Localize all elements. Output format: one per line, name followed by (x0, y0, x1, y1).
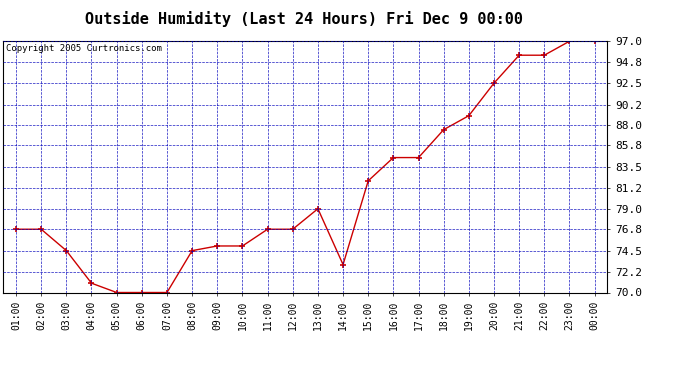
Text: Outside Humidity (Last 24 Hours) Fri Dec 9 00:00: Outside Humidity (Last 24 Hours) Fri Dec… (85, 11, 522, 27)
Text: Copyright 2005 Curtronics.com: Copyright 2005 Curtronics.com (6, 44, 162, 53)
